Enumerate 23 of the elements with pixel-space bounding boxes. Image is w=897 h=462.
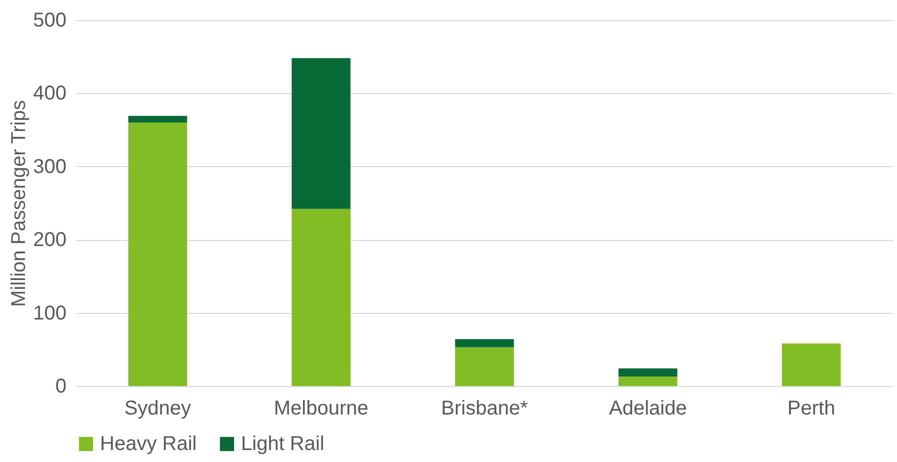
y-tick-label: 200: [33, 229, 66, 252]
bar: [128, 116, 188, 122]
x-tick-label: Brisbane*: [441, 398, 528, 420]
bar: [455, 347, 514, 386]
bar: [128, 122, 188, 386]
bar: [618, 368, 678, 376]
x-tick-label: Perth: [787, 398, 836, 420]
bar: [292, 58, 351, 209]
x-tick-label: Adelaide: [608, 398, 687, 420]
bar: [618, 376, 678, 386]
bar: [455, 339, 514, 348]
y-tick-label: 300: [33, 156, 66, 178]
y-axis-title: Million Passenger Trips: [8, 100, 30, 307]
y-tick-label: 400: [33, 82, 66, 105]
legend-label: Light Rail: [241, 433, 324, 455]
x-tick-label: Sydney: [124, 398, 192, 420]
x-tick-label: Melbourne: [274, 398, 368, 420]
bar: [782, 344, 841, 386]
y-tick-label: 0: [55, 376, 66, 398]
legend-label: Heavy Rail: [100, 433, 197, 455]
y-tick-label: 500: [33, 10, 66, 32]
y-tick-label: 100: [33, 302, 66, 324]
bar: [292, 208, 351, 386]
